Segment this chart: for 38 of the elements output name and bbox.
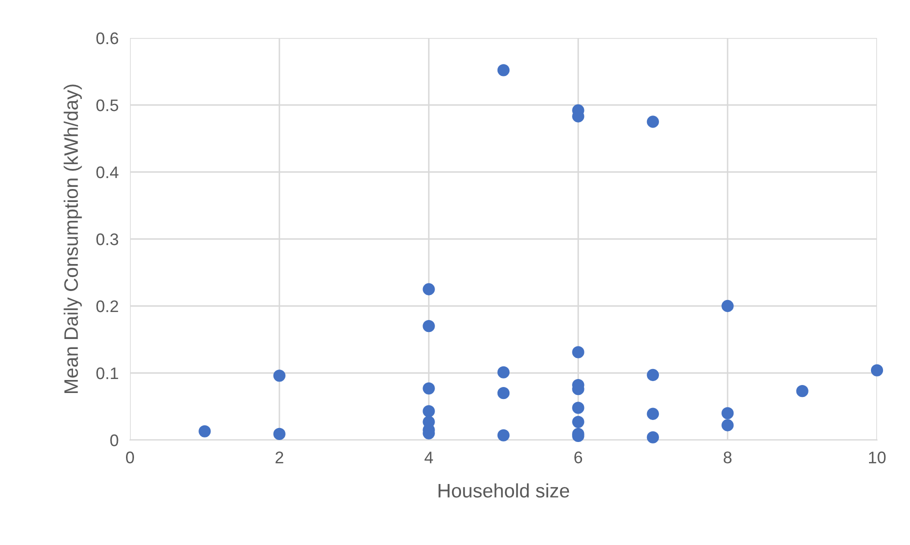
point: [273, 370, 286, 382]
point: [422, 320, 435, 332]
y-tick-label: 0.6: [96, 32, 118, 44]
point: [646, 116, 659, 128]
x-tick-label: 6: [574, 452, 582, 464]
point: [422, 283, 435, 296]
y-tick-label: 0.4: [96, 166, 118, 178]
point: [870, 364, 884, 376]
point: [273, 428, 286, 440]
point: [572, 402, 584, 414]
y-axis-title: Mean Daily Consumption (kWh/day): [64, 84, 82, 394]
point: [722, 300, 734, 312]
point: [646, 408, 659, 420]
point: [646, 431, 659, 444]
point: [422, 405, 435, 418]
point: [497, 64, 510, 76]
x-axis-title: Household size: [438, 483, 570, 498]
y-tick-label: 0.1: [96, 367, 118, 380]
x-tick-label: 4: [424, 452, 433, 464]
y-tick-label: 0: [110, 434, 118, 446]
y-tick-label: 0.2: [96, 300, 118, 312]
x-tick-label: 0: [126, 452, 134, 464]
point: [572, 346, 584, 358]
x-tick-label: 8: [724, 452, 732, 464]
point: [497, 429, 510, 442]
point: [796, 385, 808, 398]
point: [198, 425, 211, 438]
x-tick-label: 2: [276, 452, 284, 464]
y-tick-label: 0.3: [96, 233, 118, 246]
x-tick-label: 10: [869, 452, 886, 464]
point: [497, 387, 510, 400]
point: [722, 407, 734, 420]
point: [422, 382, 435, 394]
point: [572, 416, 584, 428]
point: [497, 366, 510, 378]
y-tick-label: 0.5: [96, 99, 118, 112]
point: [722, 419, 734, 432]
point: [646, 368, 659, 382]
